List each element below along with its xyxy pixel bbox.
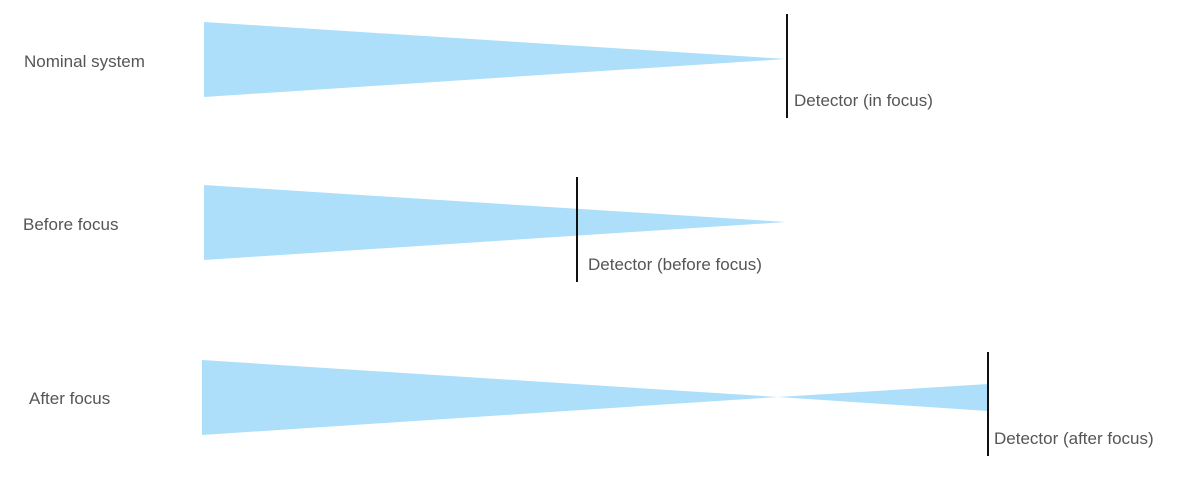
row-after-focus: After focus Detector (after focus)	[29, 352, 1154, 456]
converging-beam	[204, 185, 786, 260]
row-before-focus: Before focus Detector (before focus)	[23, 177, 786, 282]
diverging-beam	[778, 384, 988, 411]
row-label-before-focus: Before focus	[23, 215, 118, 234]
converging-beam	[202, 360, 778, 435]
row-label-nominal-system: Nominal system	[24, 52, 145, 71]
converging-beam	[204, 22, 786, 97]
detector-label-after-focus: Detector (after focus)	[994, 429, 1154, 448]
detector-label-before-focus: Detector (before focus)	[588, 255, 762, 274]
row-nominal-system: Nominal system Detector (in focus)	[24, 14, 933, 118]
row-label-after-focus: After focus	[29, 389, 110, 408]
detector-label-in-focus: Detector (in focus)	[794, 91, 933, 110]
